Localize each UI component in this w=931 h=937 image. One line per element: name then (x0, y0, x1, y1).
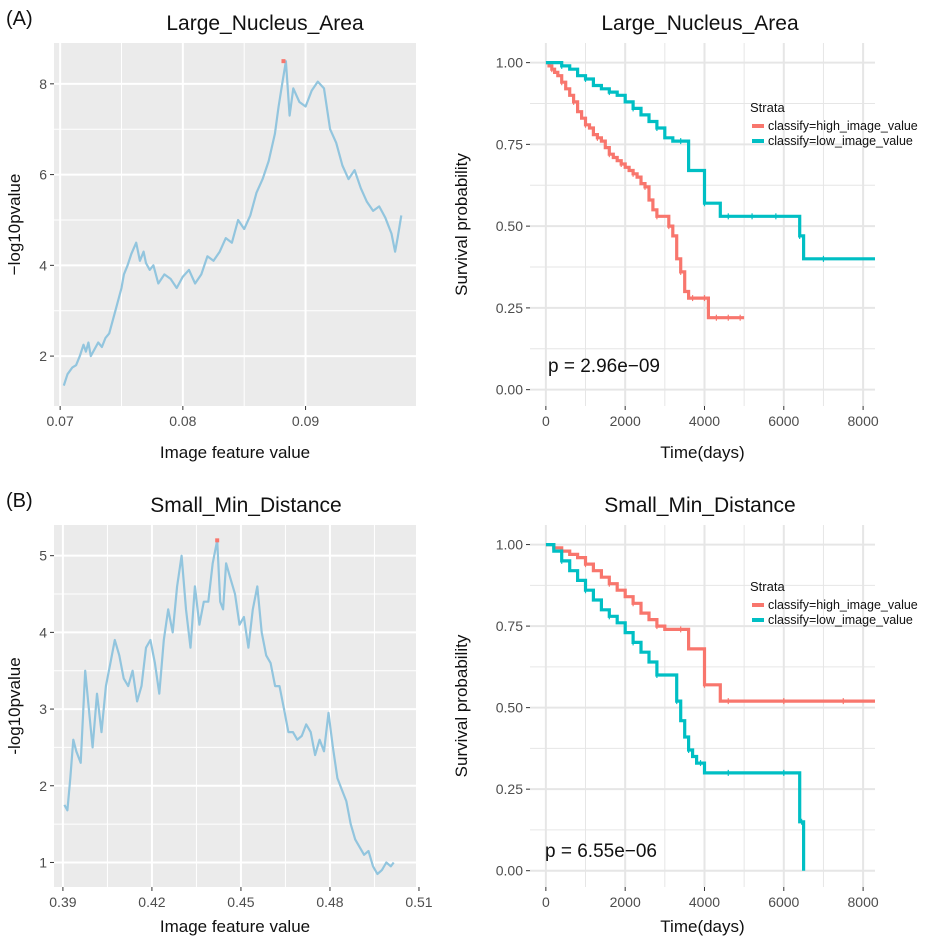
chart-A-scan: 0.07 0.08 0.09 2 4 6 8 Large_Nucleus_Area Image … (5, 12, 416, 462)
chart-A-km: 0 2000 4000 6000 8000 0.00 0.25 0.50 0.75 1.00 Lar… (452, 12, 918, 462)
x-tick-label: 0.51 (405, 894, 432, 910)
y-axis-label: -log10pvalue (5, 657, 24, 754)
x-tick-label: 6000 (768, 413, 799, 429)
y-tick-label: 0.75 (496, 136, 523, 152)
legend-title: Strata (750, 579, 785, 594)
km-curve-high (545, 543, 875, 703)
x-tick-label: 8000 (848, 413, 879, 429)
x-tick-label: 6000 (768, 894, 799, 910)
chart-B-scan: 0.39 0.42 0.45 0.48 0.51 1 2 3 4 5 Small_Min_Dista… (5, 494, 433, 936)
max-point (281, 59, 286, 64)
x-tick-label: 0.48 (316, 894, 343, 910)
y-tick-label: 0.00 (496, 382, 523, 398)
legend-entry: classify=low_image_value (768, 134, 913, 148)
scan-line (62, 60, 403, 386)
chart-title: Large_Nucleus_Area (601, 12, 799, 35)
y-tick-label: 4 (39, 624, 47, 640)
y-tick-label: 3 (39, 701, 47, 717)
x-tick-label: 8000 (848, 894, 879, 910)
plot-panel (54, 43, 416, 406)
y-tick-label: 0.00 (496, 863, 523, 879)
y-tick-label: 1.00 (496, 55, 523, 71)
chart-title: Large_Nucleus_Area (166, 12, 364, 35)
x-tick-label: 0.07 (47, 413, 74, 429)
x-tick-label: 2000 (610, 413, 641, 429)
x-axis-label: Image feature value (160, 443, 310, 462)
y-axis-label: −log10pvalue (5, 174, 24, 276)
y-tick-label: 1.00 (496, 537, 523, 553)
scan-line (63, 539, 395, 876)
x-tick-label: 0.45 (227, 894, 254, 910)
y-tick-label: 1 (39, 854, 47, 870)
x-tick-label: 0.39 (49, 894, 76, 910)
x-tick-label: 0.08 (169, 413, 196, 429)
chart-B-km: 0 2000 4000 6000 8000 0.00 0.25 0.50 0.75 1.00 Sma… (452, 494, 918, 936)
x-tick-label: 2000 (610, 894, 641, 910)
legend-title: Strata (750, 100, 785, 115)
p-value-annotation: p = 6.55e−06 (545, 841, 657, 862)
max-point (215, 538, 220, 543)
x-tick-label: 4000 (689, 894, 720, 910)
y-axis-label: Survival probability (452, 634, 471, 777)
chart-title: Small_Min_Distance (150, 494, 341, 517)
plot-panel (54, 525, 416, 887)
panel-label-b: (B) (6, 490, 33, 512)
y-tick-label: 6 (39, 167, 47, 183)
x-axis-label: Image feature value (160, 917, 310, 936)
x-tick-label: 0.42 (138, 894, 165, 910)
km-curve-low (545, 61, 875, 261)
y-tick-label: 0.50 (496, 700, 523, 716)
x-tick-label: 0 (542, 894, 550, 910)
legend-entry: classify=low_image_value (768, 613, 913, 627)
legend-entry: classify=high_image_value (768, 119, 918, 133)
y-tick-label: 0.25 (496, 300, 523, 316)
panel-label-a: (A) (6, 8, 33, 30)
y-tick-label: 8 (39, 76, 47, 92)
y-tick-label: 0.50 (496, 218, 523, 234)
y-tick-label: 4 (39, 257, 47, 273)
y-tick-label: 0.25 (496, 781, 523, 797)
p-value-annotation: p = 2.96e−09 (548, 356, 660, 377)
x-tick-label: 0.09 (292, 413, 319, 429)
x-tick-label: 0 (542, 413, 550, 429)
y-tick-label: 0.75 (496, 618, 523, 634)
x-tick-label: 4000 (689, 413, 720, 429)
legend-entry: classify=high_image_value (768, 598, 918, 612)
x-axis-label: Time(days) (660, 443, 744, 462)
y-tick-label: 2 (39, 778, 47, 794)
y-tick-label: 5 (39, 548, 47, 564)
y-tick-label: 2 (39, 348, 47, 364)
km-curve-high (545, 61, 745, 320)
chart-title: Small_Min_Distance (604, 494, 795, 517)
y-axis-label: Survival probability (452, 153, 471, 296)
x-axis-label: Time(days) (660, 917, 744, 936)
